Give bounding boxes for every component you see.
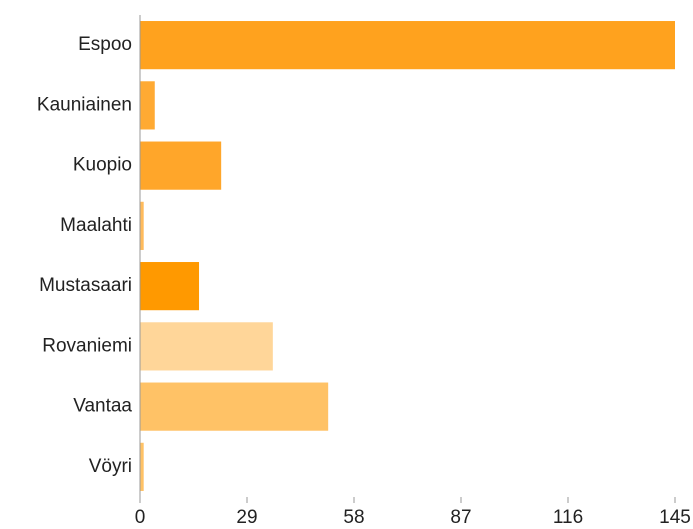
bar (140, 81, 155, 130)
x-tick-label: 116 (553, 507, 583, 528)
bar (140, 262, 200, 311)
x-tick-label: 29 (236, 507, 257, 528)
x-tick-label: 58 (343, 507, 364, 528)
bar (140, 201, 144, 250)
y-tick-label: Vantaa (73, 396, 132, 417)
y-tick-label: Vöyri (89, 456, 132, 477)
y-tick-label: Espoo (78, 34, 132, 55)
x-tick-label: 0 (135, 507, 146, 528)
x-tick-label: 87 (450, 507, 471, 528)
bar (140, 442, 144, 491)
bar (140, 21, 675, 70)
x-tick-label: 145 (659, 507, 691, 528)
y-tick-label: Maalahti (60, 215, 132, 236)
bar (140, 382, 329, 431)
y-tick-label: Mustasaari (39, 275, 132, 296)
bar (140, 322, 273, 371)
bar (140, 141, 222, 190)
y-tick-label: Kuopio (73, 155, 132, 176)
y-tick-label: Rovaniemi (42, 335, 132, 356)
y-tick-label: Kauniainen (37, 94, 132, 115)
